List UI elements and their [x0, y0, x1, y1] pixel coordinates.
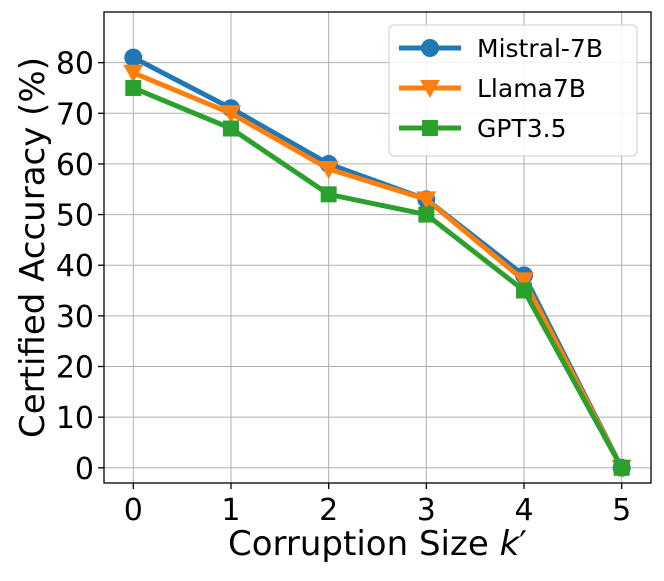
y-tick-label: 50 — [56, 199, 94, 234]
x-tick-label: 5 — [612, 493, 631, 528]
y-tick-label: 20 — [56, 351, 94, 386]
data-point — [220, 105, 241, 124]
data-point — [320, 186, 337, 203]
data-point — [123, 64, 144, 83]
data-point — [318, 161, 339, 179]
series-line — [132, 85, 624, 470]
series-layer — [123, 48, 632, 478]
legend-label: Mistral-7B — [477, 34, 603, 63]
series-gpt3-5 — [125, 79, 630, 476]
y-tick-label: 80 — [56, 47, 94, 82]
y-tick-label: 0 — [75, 452, 94, 487]
data-point — [125, 79, 142, 96]
data-point — [222, 120, 239, 137]
x-tick-label: 2 — [319, 493, 338, 528]
x-axis-label: Corruption Size k′ — [228, 524, 527, 564]
legend-item: Mistral-7B — [399, 34, 603, 63]
x-tick-label: 4 — [514, 493, 533, 528]
legend-label: GPT3.5 — [477, 114, 566, 143]
legend-label: Llama7B — [477, 74, 586, 103]
y-tick-label: 70 — [56, 97, 94, 132]
legend-marker — [421, 39, 439, 57]
y-axis-label: Certified Accuracy (%) — [13, 57, 53, 438]
legend-item: GPT3.5 — [399, 114, 566, 143]
y-tick-label: 10 — [56, 401, 94, 436]
data-point — [124, 48, 143, 67]
x-tick-label: 0 — [124, 493, 143, 528]
data-point — [516, 282, 533, 299]
x-tick-label: 1 — [221, 493, 240, 528]
legend-box — [388, 24, 638, 157]
legend-item: Llama7B — [399, 74, 586, 103]
series-line — [132, 70, 624, 469]
x-tick-label: 3 — [417, 493, 436, 528]
y-tick-label: 30 — [56, 300, 94, 335]
y-tick-label: 40 — [56, 249, 94, 284]
legend-marker — [420, 80, 440, 98]
data-point — [613, 459, 630, 476]
legend-marker — [422, 120, 438, 136]
data-point — [416, 191, 437, 210]
legend: Mistral-7B Llama7B GPT3.5 — [388, 24, 638, 157]
data-point — [418, 206, 435, 223]
y-tick-label: 60 — [56, 148, 94, 183]
data-point — [514, 272, 535, 291]
plot-frame — [103, 11, 652, 484]
